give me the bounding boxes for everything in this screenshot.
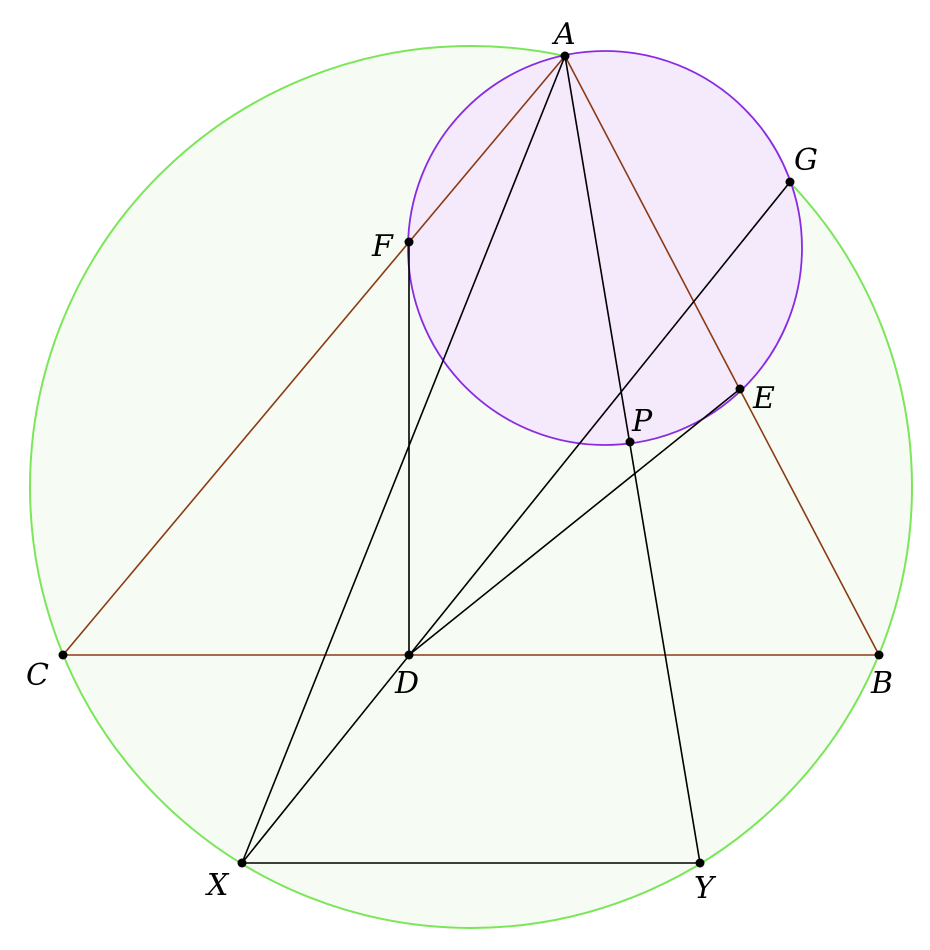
label-a: A [551, 17, 576, 52]
label-d: D [394, 666, 419, 701]
label-f: F [371, 229, 394, 264]
point-g [786, 178, 795, 187]
point-a [561, 52, 570, 61]
label-b: B [870, 666, 893, 701]
label-y: Y [694, 871, 717, 906]
point-d [405, 651, 414, 660]
label-c: C [26, 658, 49, 693]
point-b [875, 651, 884, 660]
label-p: P [631, 404, 653, 439]
point-c [59, 651, 68, 660]
point-f [405, 238, 414, 247]
label-e: E [752, 381, 775, 416]
point-x [238, 859, 247, 868]
label-x: X [205, 868, 230, 903]
point-e [736, 385, 745, 394]
label-g: G [794, 143, 818, 178]
point-y [696, 859, 705, 868]
